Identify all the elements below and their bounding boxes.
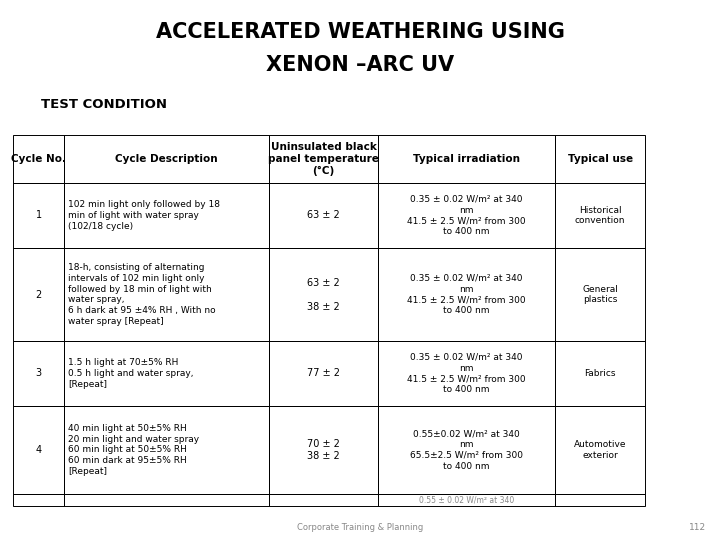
Text: 1.5 h light at 70±5% RH
0.5 h light and water spray,
[Repeat]: 1.5 h light at 70±5% RH 0.5 h light and …	[68, 358, 194, 389]
Bar	[555, 494, 645, 506]
Text: Typical use: Typical use	[567, 154, 633, 164]
Text: 112: 112	[689, 523, 706, 532]
Bar	[13, 135, 64, 183]
Bar	[378, 248, 555, 341]
Text: 102 min light only followed by 18
min of light with water spray
(102/18 cycle): 102 min light only followed by 18 min of…	[68, 200, 220, 231]
Bar	[13, 494, 64, 506]
Text: General
plastics: General plastics	[582, 285, 618, 305]
Bar	[555, 248, 645, 341]
Text: 2: 2	[35, 289, 42, 300]
Text: Historical
convention: Historical convention	[575, 206, 626, 225]
Text: Fabrics: Fabrics	[585, 369, 616, 378]
Bar	[64, 248, 269, 341]
Text: 0.55 ± 0.02 W/m² at 340: 0.55 ± 0.02 W/m² at 340	[419, 496, 514, 504]
Text: 0.55±0.02 W/m² at 340
nm
65.5±2.5 W/m² from 300
to 400 nm: 0.55±0.02 W/m² at 340 nm 65.5±2.5 W/m² f…	[410, 429, 523, 471]
Bar	[13, 183, 64, 248]
Bar	[64, 341, 269, 406]
Text: 40 min light at 50±5% RH
20 min light and water spray
60 min light at 50±5% RH
6: 40 min light at 50±5% RH 20 min light an…	[68, 424, 199, 476]
Text: Uninsulated black
panel temperature
(°C): Uninsulated black panel temperature (°C)	[268, 142, 379, 176]
Text: Automotive
exterior: Automotive exterior	[574, 440, 626, 460]
Bar	[555, 341, 645, 406]
Text: 18-h, consisting of alternating
intervals of 102 min light only
followed by 18 m: 18-h, consisting of alternating interval…	[68, 263, 216, 326]
Bar	[269, 341, 378, 406]
Text: 3: 3	[35, 368, 42, 379]
Text: 63 ± 2

38 ± 2: 63 ± 2 38 ± 2	[307, 278, 340, 312]
Bar	[64, 406, 269, 494]
Text: 4: 4	[35, 445, 42, 455]
Text: Typical irradiation: Typical irradiation	[413, 154, 520, 164]
Bar	[64, 183, 269, 248]
Text: 0.35 ± 0.02 W/m² at 340
nm
41.5 ± 2.5 W/m² from 300
to 400 nm: 0.35 ± 0.02 W/m² at 340 nm 41.5 ± 2.5 W/…	[408, 353, 526, 394]
Bar	[64, 135, 269, 183]
Text: 63 ± 2: 63 ± 2	[307, 211, 340, 220]
Text: XENON –ARC UV: XENON –ARC UV	[266, 55, 454, 75]
Bar	[378, 183, 555, 248]
Bar	[378, 135, 555, 183]
Bar	[13, 248, 64, 341]
Bar	[378, 341, 555, 406]
Bar	[269, 494, 378, 506]
Text: ACCELERATED WEATHERING USING: ACCELERATED WEATHERING USING	[156, 22, 564, 42]
Text: Cycle Description: Cycle Description	[115, 154, 218, 164]
Bar	[269, 248, 378, 341]
Bar	[13, 406, 64, 494]
Bar	[269, 183, 378, 248]
Text: 77 ± 2: 77 ± 2	[307, 368, 340, 379]
Bar	[378, 494, 555, 506]
Bar	[555, 406, 645, 494]
Bar	[64, 494, 269, 506]
Bar	[555, 183, 645, 248]
Bar	[269, 135, 378, 183]
Text: 0.35 ± 0.02 W/m² at 340
nm
41.5 ± 2.5 W/m² from 300
to 400 nm: 0.35 ± 0.02 W/m² at 340 nm 41.5 ± 2.5 W/…	[408, 274, 526, 315]
Text: 70 ± 2
38 ± 2: 70 ± 2 38 ± 2	[307, 439, 340, 461]
Text: TEST CONDITION: TEST CONDITION	[41, 98, 167, 111]
Text: Cycle No.: Cycle No.	[12, 154, 66, 164]
Bar	[269, 406, 378, 494]
Text: 0.35 ± 0.02 W/m² at 340
nm
41.5 ± 2.5 W/m² from 300
to 400 nm: 0.35 ± 0.02 W/m² at 340 nm 41.5 ± 2.5 W/…	[408, 195, 526, 236]
Bar	[378, 406, 555, 494]
Text: 1: 1	[35, 211, 42, 220]
Text: Corporate Training & Planning: Corporate Training & Planning	[297, 523, 423, 532]
Bar	[13, 341, 64, 406]
Bar	[555, 135, 645, 183]
